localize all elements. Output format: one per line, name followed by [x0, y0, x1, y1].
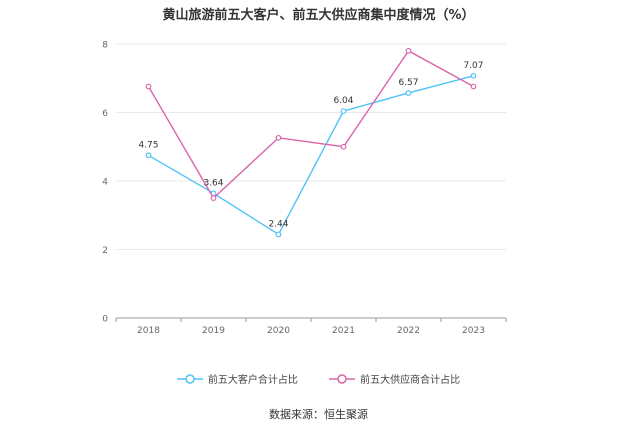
- data-point: [210, 195, 217, 202]
- chart-title: 黄山旅游前五大客户、前五大供应商集中度情况（%）: [162, 8, 475, 23]
- y-tick-label: 8: [102, 41, 108, 51]
- x-tick-label: 2023: [462, 326, 485, 336]
- x-tick-label: 2018: [137, 326, 160, 336]
- data-point: [340, 143, 347, 150]
- legend-item-suppliers[interactable]: 前五大供应商合计占比: [329, 371, 460, 386]
- data-point: [470, 72, 477, 79]
- data-point: [470, 83, 477, 90]
- y-tick-label: 2: [102, 246, 108, 256]
- data-point: [340, 108, 347, 115]
- legend: 前五大客户合计占比 前五大供应商合计占比: [0, 371, 637, 388]
- data-point: [275, 134, 282, 141]
- data-labels: 4.75 3.64 2.44 6.04 6.57 7.07: [138, 61, 483, 230]
- legend-label-customers: 前五大客户合计占比: [207, 375, 298, 386]
- axes: 0 2 4 6 8 2018 2019 2020 2021 2022 2023: [102, 41, 507, 336]
- x-tick-label: 2019: [202, 326, 225, 336]
- legend-item-customers[interactable]: 前五大客户合计占比: [176, 371, 298, 386]
- legend-line-marker-icon: [176, 373, 203, 384]
- series-line-1: [147, 49, 474, 200]
- data-point: [145, 152, 152, 159]
- data-point: [145, 83, 152, 90]
- data-label: 7.07: [463, 61, 483, 71]
- x-tick-label: 2020: [267, 326, 290, 336]
- source-note: 数据来源：恒生聚源: [269, 408, 368, 421]
- data-point: [405, 90, 412, 96]
- series-line-0: [148, 75, 474, 236]
- data-label: 3.64: [203, 178, 223, 188]
- legend-label-suppliers: 前五大供应商合计占比: [360, 375, 461, 386]
- data-label: 4.75: [138, 140, 158, 150]
- x-tick-label: 2021: [332, 326, 355, 336]
- y-tick-label: 0: [102, 315, 108, 325]
- data-label: 2.44: [268, 219, 288, 229]
- series-layer: [145, 47, 477, 238]
- line-chart: 0 2 4 6 8 2018 2019 2020 2021 2022 2023 4.75 3.64 2.…: [102, 41, 507, 336]
- legend-line-marker-icon: [329, 373, 356, 384]
- data-point: [405, 47, 412, 54]
- x-tick-label: 2022: [397, 326, 420, 336]
- data-label: 6.57: [398, 78, 418, 88]
- y-tick-label: 4: [102, 178, 108, 188]
- grid-lines: [116, 43, 506, 250]
- data-label: 6.04: [333, 96, 353, 106]
- y-tick-label: 6: [102, 109, 108, 119]
- data-point: [275, 231, 282, 238]
